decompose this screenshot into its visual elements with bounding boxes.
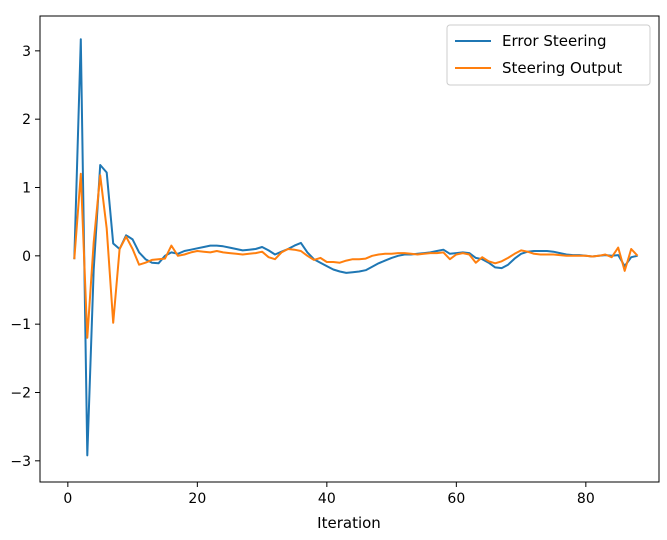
- x-ticks: 0 20 40 60 80: [63, 482, 595, 507]
- legend-label-2: Steering Output: [502, 59, 622, 77]
- legend-label-1: Error Steering: [502, 32, 607, 50]
- legend-box: [446, 24, 651, 86]
- x-tick-label: 80: [577, 491, 595, 507]
- y-tick-label: 3: [22, 44, 31, 60]
- y-tick-label: −2: [10, 385, 31, 401]
- y-tick-label: −3: [10, 454, 31, 470]
- x-tick-label: 40: [318, 491, 336, 507]
- series-line-2: [73, 172, 639, 339]
- plot-area-background: [40, 16, 659, 482]
- legend: Error Steering Steering Output: [446, 24, 651, 86]
- y-tick-label: 1: [22, 181, 31, 197]
- plot-frame: [39, 15, 660, 483]
- y-tick-label: −1: [10, 317, 31, 333]
- y-ticks: 3 2 1 0 −1 −2 −3: [10, 44, 40, 470]
- series-layer: [73, 38, 639, 457]
- y-tick-label: 2: [22, 112, 31, 128]
- x-axis-title: Iteration: [317, 514, 381, 532]
- y-tick-label: 0: [22, 249, 31, 265]
- x-tick-label: 60: [447, 491, 465, 507]
- x-tick-label: 0: [63, 491, 72, 507]
- x-tick-label: 20: [188, 491, 206, 507]
